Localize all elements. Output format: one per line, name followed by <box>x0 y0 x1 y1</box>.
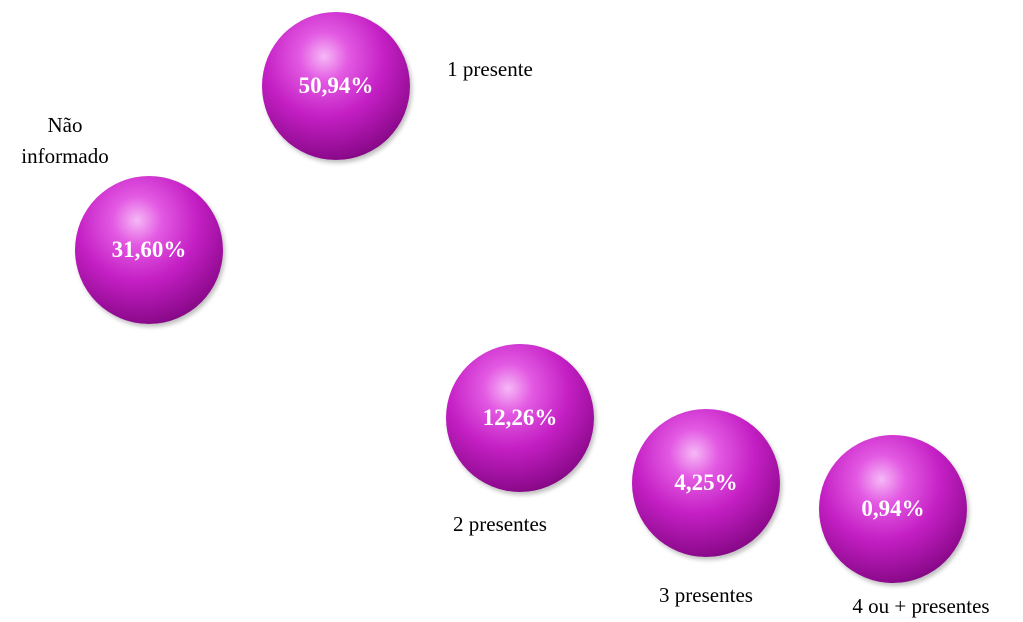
node-label: 4 ou + presentes <box>852 594 990 618</box>
sphere: 50,94% <box>262 12 410 160</box>
sphere: 12,26% <box>446 344 594 492</box>
node-label: Não informado <box>21 113 109 168</box>
node-label: 3 presentes <box>659 583 753 607</box>
sphere: 4,25% <box>632 409 780 557</box>
node-label: 2 presentes <box>453 512 547 536</box>
node-label: 1 presente <box>447 57 533 81</box>
sphere: 0,94% <box>819 435 967 583</box>
sphere: 31,60% <box>75 176 223 324</box>
